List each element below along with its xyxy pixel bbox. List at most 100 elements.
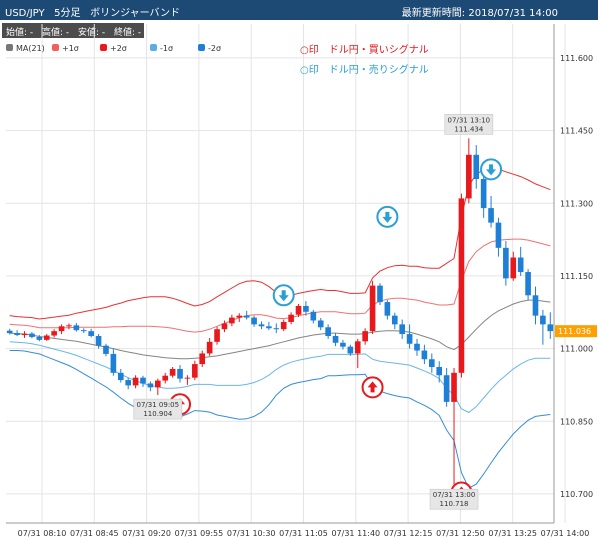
candle-body [406, 334, 413, 344]
candle [132, 375, 139, 389]
candle-body [110, 353, 117, 373]
axes: 111.600 111.450 111.300 111.150 111.000 110.8… [6, 24, 597, 538]
candle [273, 323, 280, 334]
candle-body [288, 314, 294, 322]
candle [466, 138, 472, 204]
candle-body [140, 377, 146, 384]
candle-body [243, 315, 250, 318]
candle-body [414, 343, 420, 351]
minus-1-sigma-line [9, 341, 551, 414]
legend-label: +1σ [62, 44, 79, 53]
title-bar: USD/JPY 5分足 ボリンジャーバンド 最新更新時間: 2018/07/31… [0, 0, 598, 20]
arrow-down-icon [486, 164, 497, 176]
candle-body [495, 222, 502, 248]
candle [451, 367, 457, 486]
y-tick-label: 110.850 [560, 417, 593, 426]
candle-body [236, 315, 243, 318]
candle-body [421, 350, 428, 360]
candle [503, 241, 509, 286]
candle [236, 313, 243, 322]
legend-swatch [52, 44, 59, 51]
candle-body [199, 353, 206, 365]
legend-label: MA(21) [16, 44, 45, 53]
legend-label: +2σ [110, 44, 127, 53]
annotation-box [444, 114, 494, 135]
candle [347, 344, 354, 356]
candle-body [214, 329, 220, 342]
candle [414, 338, 420, 356]
legend-label: -1σ [160, 44, 173, 53]
candle [14, 330, 20, 336]
candle [66, 323, 72, 330]
candle-body [436, 367, 443, 376]
candle [295, 304, 302, 318]
y-tick-label: 111.450 [560, 127, 593, 136]
candle-body [117, 372, 124, 381]
candle-body [503, 247, 509, 279]
candle [58, 324, 65, 335]
annotation-text: 07/31 09:05 [137, 401, 180, 409]
y-tick-label: 111.600 [560, 54, 593, 63]
candle-body [6, 330, 13, 334]
candle-body [384, 302, 391, 316]
candle-body [66, 325, 72, 327]
candle [458, 193, 465, 378]
candle-body [473, 154, 480, 180]
candle [21, 331, 28, 338]
candle-body [36, 336, 43, 340]
annotation-text: 110.904 [143, 410, 172, 418]
candle [510, 251, 517, 281]
candle-body [103, 345, 109, 354]
candle-body [229, 317, 235, 324]
timeframe-label: 5分足 [54, 8, 81, 19]
candle [140, 375, 146, 387]
candle [177, 365, 183, 383]
candle [251, 315, 257, 327]
candle [547, 312, 554, 339]
candle-body [184, 377, 191, 379]
annotation-box [133, 398, 183, 420]
candle [110, 348, 117, 376]
candle [384, 300, 391, 320]
candle-body [510, 257, 517, 279]
chart-grid [6, 24, 566, 523]
candle [6, 328, 13, 335]
candle [532, 286, 539, 325]
candle [443, 367, 450, 407]
candle [117, 368, 124, 383]
candle-body [451, 372, 457, 402]
candle-body [177, 368, 183, 379]
candle [421, 344, 428, 365]
candle [406, 324, 413, 349]
y-tick-label: 111.000 [560, 345, 593, 354]
candle-body [310, 311, 317, 321]
candle [488, 195, 494, 228]
annotation-text: 07/31 13:00 [433, 491, 476, 499]
x-tick-label: 07/31 11:40 [331, 529, 380, 538]
candle [377, 283, 383, 305]
x-tick-label: 07/31 08:10 [18, 529, 67, 538]
x-tick-label: 07/31 09:55 [175, 529, 224, 538]
legend: MA(21) +1σ +2σ -1σ -2σ ○印 ドル円・買いシグナル ○印 ドル円・売り… [6, 43, 429, 76]
buy-signal-note: ○印 ドル円・買いシグナル [300, 43, 429, 56]
candle-body [399, 324, 406, 335]
last-price-label: 111.036 [558, 327, 591, 336]
candle [80, 328, 87, 334]
candle-body [458, 198, 465, 373]
candle-body [258, 324, 265, 327]
candle [73, 322, 80, 332]
candle-body [14, 333, 20, 336]
candle [495, 217, 502, 257]
legend-swatch [6, 44, 13, 51]
candle [103, 343, 109, 357]
candle [399, 319, 406, 339]
candle [369, 280, 376, 335]
candle-body [362, 331, 368, 342]
candle [288, 312, 294, 325]
y-tick-label: 110.700 [560, 490, 593, 499]
candle [243, 310, 250, 320]
candle-body [443, 375, 450, 402]
candle [317, 318, 324, 331]
arrow-down-icon [278, 290, 289, 302]
